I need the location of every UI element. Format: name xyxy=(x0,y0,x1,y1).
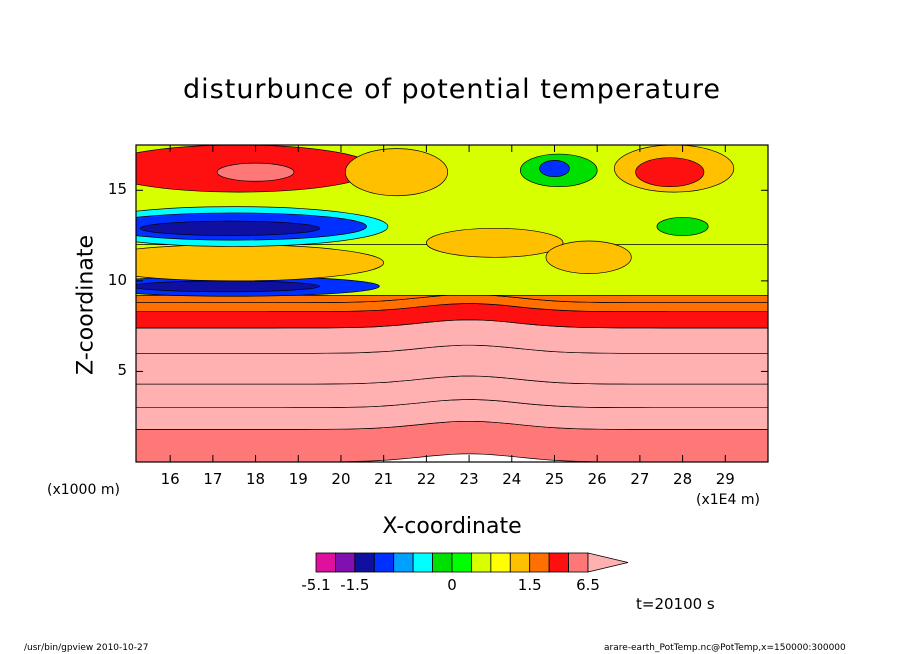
contour-feature-11 xyxy=(539,160,570,178)
colorbar-segment-8 xyxy=(471,552,492,573)
x-tick-label: 24 xyxy=(502,470,522,488)
x-tick-label: 23 xyxy=(459,470,479,488)
x-tick-label: 18 xyxy=(246,470,266,488)
colorbar-tick-label: 1.5 xyxy=(517,576,542,594)
footer-right-text: arare-earth_PotTemp.nc@PotTemp,x=150000:… xyxy=(604,643,846,653)
colorbar-segment-12 xyxy=(548,552,569,573)
colorbar-segment-3 xyxy=(373,552,395,573)
x-tick-label: 20 xyxy=(331,470,351,488)
plot-frame xyxy=(135,144,769,463)
colorbar-segment-6 xyxy=(432,552,453,573)
contour-feature-1 xyxy=(136,280,320,293)
colorbar-segment-13 xyxy=(568,552,589,573)
y-unit-label: (x1000 m) xyxy=(47,482,120,498)
x-tick-label: 22 xyxy=(416,470,436,488)
x-tick-label: 29 xyxy=(715,470,735,488)
colorbar-segment-10 xyxy=(509,552,531,573)
contour-feature-13 xyxy=(635,157,705,188)
y-tick-label: 10 xyxy=(107,270,127,289)
x-tick-label: 28 xyxy=(673,470,693,488)
colorbar xyxy=(315,552,629,573)
colorbar-segment-1 xyxy=(335,552,356,573)
x-axis-label: X-coordinate xyxy=(382,514,522,539)
x-tick-label: 27 xyxy=(630,470,650,488)
contour-feature-2 xyxy=(136,244,384,282)
contour-feature-14 xyxy=(656,217,709,236)
contour-fill-layer xyxy=(136,145,768,462)
colorbar-segment-2 xyxy=(354,552,375,573)
colorbar-extend-triangle xyxy=(587,552,629,573)
chart-title: disturbunce of potential temperature xyxy=(183,74,721,105)
contour-feature-15 xyxy=(344,148,449,197)
colorbar-tick-label: 6.5 xyxy=(576,576,600,594)
y-tick-label: 15 xyxy=(107,180,127,199)
x-unit-label: (x1E4 m) xyxy=(696,492,760,508)
colorbar-tick-label: -1.5 xyxy=(340,576,370,594)
colorbar-segment-7 xyxy=(451,552,472,573)
contour-feature-5 xyxy=(139,220,320,236)
x-tick-label: 19 xyxy=(288,470,308,488)
colorbar-segment-5 xyxy=(412,552,433,573)
colorbar-tick-label: -5.1 xyxy=(301,576,331,594)
contour-feature-8 xyxy=(426,227,564,258)
x-tick-label: 25 xyxy=(544,470,565,488)
x-tick-label: 26 xyxy=(587,470,607,488)
x-tick-label: 21 xyxy=(374,470,394,488)
colorbar-segment-11 xyxy=(529,552,550,573)
colorbar-segment-4 xyxy=(393,552,414,573)
x-tick-label: 16 xyxy=(160,470,180,488)
colorbar-segment-9 xyxy=(490,552,511,573)
colorbar-segment-0 xyxy=(315,552,336,573)
contour-feature-7 xyxy=(216,162,295,182)
contour-feature-9 xyxy=(545,240,632,274)
plot-border xyxy=(135,144,769,463)
colorbar-tick-label: 0 xyxy=(447,576,457,594)
time-label: t=20100 s xyxy=(636,595,715,613)
footer-left-text: /usr/bin/gpview 2010-10-27 xyxy=(24,643,149,653)
x-tick-label: 17 xyxy=(203,470,223,488)
y-tick-label: 5 xyxy=(117,361,127,380)
